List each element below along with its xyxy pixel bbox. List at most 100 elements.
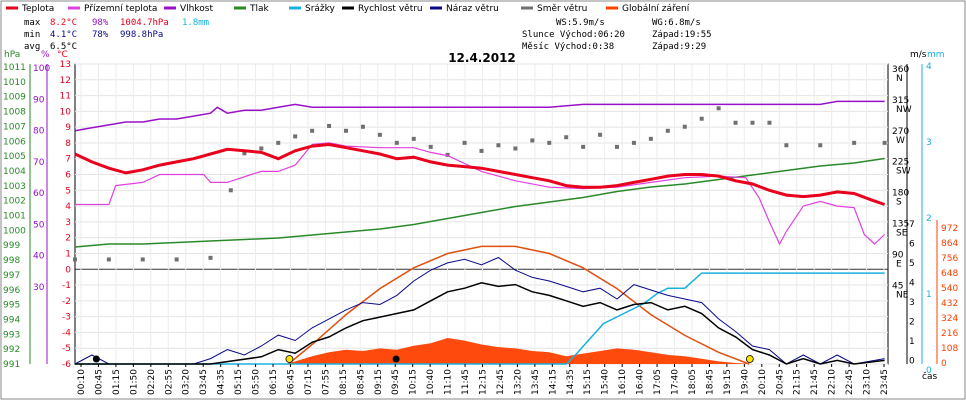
ms-tick-label: 0 xyxy=(909,357,915,367)
dir-tick-name: W xyxy=(896,136,905,146)
series-smer-point xyxy=(581,144,586,149)
dir-tick-name: SW xyxy=(896,167,911,177)
series-smer-point xyxy=(208,255,213,260)
x-tick-label: 15:15 xyxy=(583,369,593,395)
x-tick-label: 23:10 xyxy=(863,369,873,395)
solar-tick-label: 756 xyxy=(941,254,958,264)
series-zareni-area xyxy=(75,338,885,364)
stats-block: max 8.2°C 98% 1004.7hPa 1.8mm min 4.1°C … xyxy=(24,18,712,52)
hpa-tick-label: 993 xyxy=(3,330,20,340)
sun-marker xyxy=(745,355,754,363)
x-tick-label: 06:15 xyxy=(269,369,279,395)
pct-tick-label: 70 xyxy=(33,158,45,168)
solar-tick-label: 972 xyxy=(941,224,958,234)
solar-tick-label: 324 xyxy=(941,314,958,324)
solar-tick-label: 216 xyxy=(941,329,958,339)
x-tick-label: 05:15 xyxy=(234,369,244,395)
series-smer-point xyxy=(327,123,332,128)
series-smer-point xyxy=(394,140,399,145)
series-smer-point xyxy=(631,140,636,145)
legend-label-naraz: Náraz větru xyxy=(446,4,499,14)
x-tick-label: 11:10 xyxy=(444,369,454,395)
hpa-tick-label: 992 xyxy=(3,345,20,355)
x-tick-label: 12:45 xyxy=(496,369,506,395)
stats-slunce: Slunce Východ:06:20 xyxy=(522,30,625,40)
x-tick-label: 08:45 xyxy=(356,369,366,395)
x-tick-label: 19:15 xyxy=(723,369,733,395)
series-srazky-line xyxy=(75,272,885,365)
pct-tick-label: 50 xyxy=(33,220,45,230)
c-tick-label: 6 xyxy=(65,171,71,181)
c-tick-label: 12 xyxy=(60,76,71,86)
x-tick-label: 05:50 xyxy=(252,369,262,395)
stats-min-label: min xyxy=(24,30,40,40)
hpa-tick-label: 1005 xyxy=(3,152,26,162)
x-tick-label: 21:45 xyxy=(810,369,820,395)
dir-tick-name: SE xyxy=(896,228,908,238)
dir-tick-name: NE xyxy=(896,290,909,300)
c-tick-label: 13 xyxy=(60,60,71,70)
series-smer-point xyxy=(767,120,772,125)
x-tick-label: 07:55 xyxy=(321,369,331,395)
series-smer-point xyxy=(259,146,264,151)
hpa-tick-label: 1002 xyxy=(3,197,26,207)
legend-label-srazky: Srážky xyxy=(305,4,336,14)
stats-avg-label: avg xyxy=(24,42,40,52)
x-tick-label: 14:35 xyxy=(566,369,576,395)
x-tick-label: 13:45 xyxy=(531,369,541,395)
series-smer-point xyxy=(699,116,704,121)
hpa-tick-label: 1011 xyxy=(3,63,26,73)
x-tick-label: 02:55 xyxy=(164,369,174,395)
legend-label-smer: Směr větru xyxy=(537,4,587,14)
mm-unit: mm xyxy=(927,50,945,60)
c-tick-label: 9 xyxy=(65,123,71,133)
series-rychlost-line xyxy=(75,282,885,365)
x-tick-label: 00:45 xyxy=(94,369,104,395)
dir-tick-label: 270 xyxy=(892,127,909,137)
series-smer-point xyxy=(682,124,687,129)
dir-tick-label: 135 xyxy=(892,219,909,229)
moon-marker xyxy=(92,355,100,363)
series-smer-point xyxy=(140,257,145,262)
dir-tick-label: 225 xyxy=(892,158,909,168)
ms-tick-label: 3 xyxy=(909,298,915,308)
solar-tick-label: 432 xyxy=(941,299,958,309)
hpa-tick-label: 998 xyxy=(3,256,20,266)
dir-tick-name: N xyxy=(896,74,903,84)
series-naraz-line xyxy=(74,256,885,365)
dir-tick-name: S xyxy=(896,198,902,208)
ms-tick-label: 1 xyxy=(909,337,915,347)
pct-tick-label: 30 xyxy=(33,283,45,293)
x-axis: 00:10 00:45 01:15 01:50 02:20 02:55 03:20 03:45… xyxy=(77,364,890,395)
x-tick-label: 09:45 xyxy=(391,369,401,395)
series-smer-point xyxy=(530,138,535,143)
mm-tick-label: 2 xyxy=(926,214,932,224)
x-tick-label: 07:15 xyxy=(304,369,314,395)
series-smer-point xyxy=(547,140,552,145)
sun-marker xyxy=(285,355,294,363)
series-smer-point xyxy=(73,257,77,262)
series-smer-point xyxy=(276,140,281,145)
ms-tick-label: 4 xyxy=(909,279,915,289)
series-clear-sky-line xyxy=(287,245,750,365)
x-tick-label: 23:45 xyxy=(880,369,890,395)
hpa-tick-label: 1004 xyxy=(3,167,26,177)
c-tick-label: 11 xyxy=(60,92,71,102)
ms-tick-label: 6 xyxy=(909,240,915,250)
stats-max-temp: 8.2°C xyxy=(50,18,77,28)
series-smer-point xyxy=(648,136,653,141)
pct-tick-label: 90 xyxy=(33,95,45,105)
stats-max-hum: 98% xyxy=(92,18,109,28)
c-tick-label: 8 xyxy=(65,139,71,149)
x-tick-label: 01:50 xyxy=(129,369,139,395)
x-tick-label: 22:10 xyxy=(828,369,838,395)
c-tick-label: 5 xyxy=(65,186,71,196)
series-smer-point xyxy=(293,134,298,139)
c-unit: °C xyxy=(57,50,68,60)
series-smer-point xyxy=(615,144,619,149)
series-smer-point xyxy=(106,257,111,262)
x-tick-label: 20:45 xyxy=(775,369,785,395)
mm-tick-label: 4 xyxy=(926,62,932,72)
x-tick-label: 03:20 xyxy=(182,369,192,395)
c-tick-label: -6 xyxy=(62,360,71,370)
